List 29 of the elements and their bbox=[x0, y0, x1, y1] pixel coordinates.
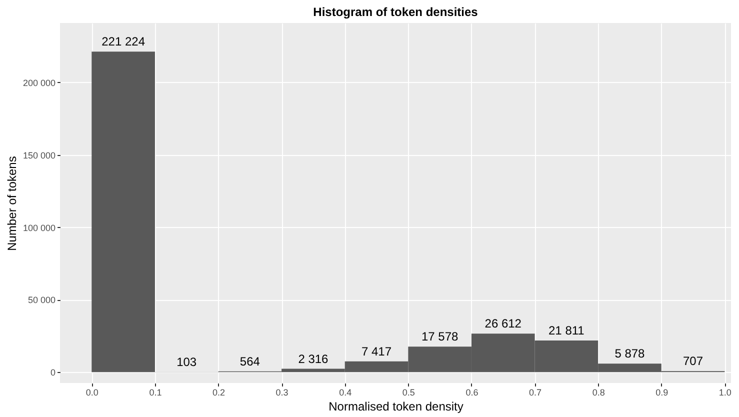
data-label: 221 224 bbox=[102, 34, 146, 49]
x-tick-label: 0.0 bbox=[86, 388, 98, 398]
x-tick-label: 0.6 bbox=[466, 388, 478, 398]
data-label: 5 878 bbox=[614, 346, 646, 361]
y-tick-label: 200 000 bbox=[22, 78, 56, 88]
y-tick-label: 100 000 bbox=[22, 222, 56, 233]
x-tick-label: 0.8 bbox=[592, 388, 605, 398]
y-axis-title: Number of tokens bbox=[4, 156, 19, 251]
data-label: 21 811 bbox=[548, 324, 585, 338]
x-tick-label: 1.0 bbox=[718, 388, 732, 398]
data-label: 7 417 bbox=[361, 344, 392, 358]
data-label: 26 612 bbox=[484, 316, 522, 331]
x-tick-label: 0.7 bbox=[529, 388, 542, 398]
data-label: 564 bbox=[240, 354, 260, 368]
chart-title: Histogram of token densities bbox=[313, 5, 478, 19]
x-tick-label: 0.5 bbox=[402, 388, 415, 398]
y-tick-label: 50 000 bbox=[28, 295, 56, 306]
y-tick-label: 150 000 bbox=[22, 150, 56, 160]
data-label: 17 578 bbox=[421, 330, 458, 344]
x-tick-label: 0.1 bbox=[149, 388, 162, 398]
data-label: 103 bbox=[176, 354, 197, 369]
data-label: 707 bbox=[683, 354, 704, 368]
y-tick-label: 0 bbox=[50, 368, 56, 378]
x-tick-label: 0.2 bbox=[212, 388, 226, 398]
x-axis-title: Normalised token density bbox=[328, 400, 464, 414]
data-label: 2 316 bbox=[298, 352, 329, 366]
x-tick-label: 0.3 bbox=[276, 388, 288, 398]
x-tick-label: 0.9 bbox=[656, 388, 668, 398]
x-tick-label: 0.4 bbox=[339, 388, 352, 398]
